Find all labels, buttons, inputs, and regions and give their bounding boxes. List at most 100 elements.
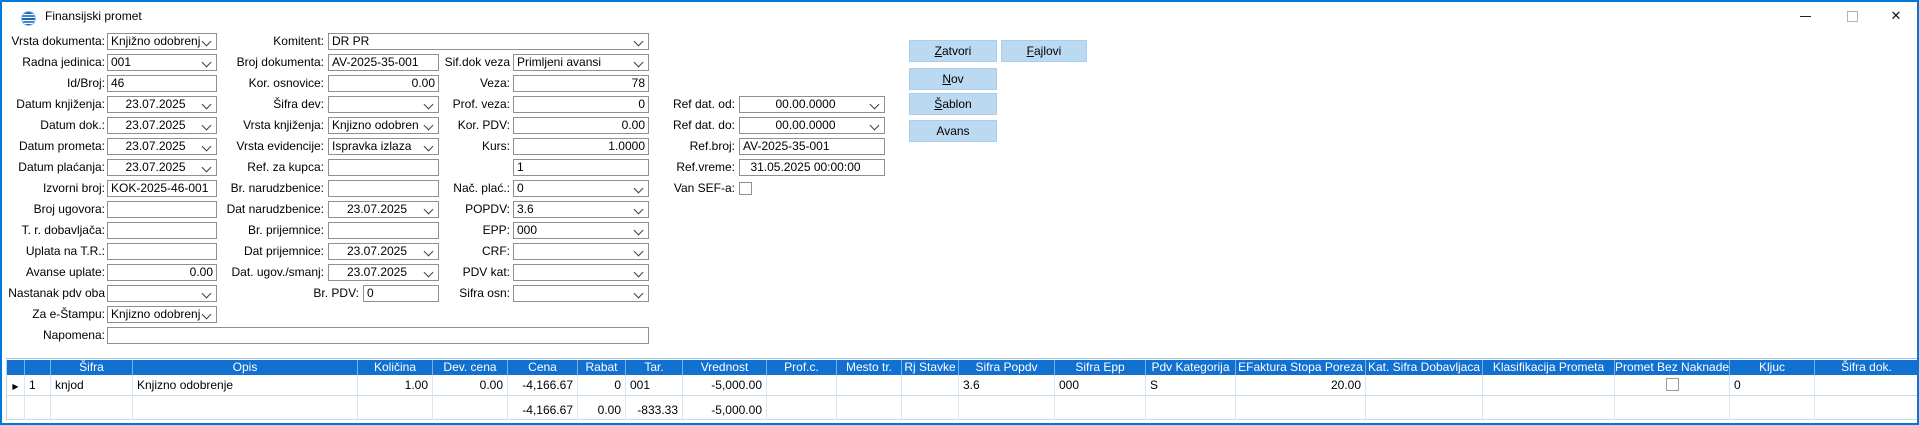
grid-cell-rj-stavke[interactable] [902, 375, 959, 396]
kor-pdv-input[interactable]: 0.00 [513, 117, 649, 134]
broj-dokumenta-input[interactable]: AV-2025-35-001 [328, 54, 439, 71]
app-globe-icon [21, 11, 36, 26]
id-broj-input[interactable]: 46 [107, 75, 217, 92]
br-pdv-input[interactable]: 0 [363, 285, 439, 302]
datum-placanja-dropdown[interactable]: 23.07.2025 [107, 159, 217, 176]
prof-veza-input[interactable]: 0 [513, 96, 649, 113]
za-e-stampu-dropdown[interactable]: Knjizno odobrenj [107, 306, 217, 323]
minimize-button[interactable] [1788, 2, 1822, 30]
grid-cell-rabat[interactable]: 0 [578, 375, 626, 396]
veza-label: Veza: [479, 76, 510, 90]
fajlovi-button[interactable]: Fajlovi [1001, 40, 1087, 62]
col-header-cena[interactable]: Cena [508, 360, 578, 375]
kor-osnovice-input[interactable]: 0.00 [328, 75, 439, 92]
nov-button[interactable]: Nov [909, 68, 997, 90]
col-header-prof-c[interactable]: Prof.c. [767, 360, 837, 375]
br-narudzbenice-input[interactable] [328, 180, 439, 197]
col-header-rownum[interactable] [25, 360, 51, 375]
datum-prometa-dropdown[interactable]: 23.07.2025 [107, 138, 217, 155]
col-header-sifra-popdv[interactable]: Sifra Popdv [959, 360, 1055, 375]
col-header-vrednost[interactable]: Vrednost [683, 360, 767, 375]
grid-cell-prof-c[interactable] [767, 375, 837, 396]
datum-dok-dropdown[interactable]: 23.07.2025 [107, 117, 217, 134]
grid-cell-kat-sifra-dobavljaca[interactable] [1366, 375, 1483, 396]
grid-cell-sifra-dok[interactable] [1815, 375, 1917, 396]
sablon-button[interactable]: Šablon [909, 93, 997, 115]
col-header-sifra[interactable]: Šifra [51, 360, 133, 375]
uplata-na-t-r-input[interactable] [107, 243, 217, 260]
grid-cell-sifra-epp[interactable]: 000 [1055, 375, 1146, 396]
sifra-dev-dropdown[interactable] [328, 96, 439, 113]
komitent-dropdown[interactable]: DR PR [328, 33, 649, 50]
ref-broj-input[interactable]: AV-2025-35-001 [739, 138, 885, 155]
vrsta-evidencije-dropdown[interactable]: Ispravka izlaza [328, 138, 439, 155]
grid-cell-cena[interactable]: -4,166.67 [508, 375, 578, 396]
popdv-dropdown[interactable]: 3.6 [513, 201, 649, 218]
col-header-pdv-kategorija[interactable]: Pdv Kategorija [1146, 360, 1236, 375]
ref-dat-do-dropdown[interactable]: 00.00.0000 [739, 117, 885, 134]
dat-prijemnice-dropdown[interactable]: 23.07.2025 [328, 243, 439, 260]
izvorni-broj-input[interactable]: KOK-2025-46-001 [107, 180, 217, 197]
col-header-klasifikacija-prometa[interactable]: Klasifikacija Prometa [1483, 360, 1615, 375]
avanse-uplate-input[interactable]: 0.00 [107, 264, 217, 281]
col-header-kolicina[interactable]: Količina [358, 360, 433, 375]
radna-jedinica-dropdown[interactable]: 001 [107, 54, 217, 71]
grid-cell-rownum[interactable]: 1 [25, 375, 51, 396]
grid-cell-tar[interactable]: 001 [626, 375, 683, 396]
col-header-dev-cena[interactable]: Dev. cena [433, 360, 508, 375]
nastanak-pdv-oba-dropdown[interactable] [107, 285, 217, 302]
br-prijemnice-input[interactable] [328, 222, 439, 239]
datum-knjizenja-dropdown[interactable]: 23.07.2025 [107, 96, 217, 113]
col-header-kljuc[interactable]: Kljuc [1730, 360, 1815, 375]
dat-narudzbenice-dropdown[interactable]: 23.07.2025 [328, 201, 439, 218]
grid-cell-kljuc[interactable]: 0 [1730, 375, 1815, 396]
col-header-efaktura-stopa-poreza[interactable]: EFaktura Stopa Poreza [1236, 360, 1366, 375]
col-header-rabat[interactable]: Rabat [578, 360, 626, 375]
grid-cell-opis[interactable]: Knjizno odobrenje [133, 375, 358, 396]
epp-dropdown[interactable]: 000 [513, 222, 649, 239]
napomena-input[interactable] [107, 327, 649, 344]
popdv-label: POPDV: [465, 202, 510, 216]
col-header-sifra-epp[interactable]: Sifra Epp [1055, 360, 1146, 375]
unlabeled-input[interactable]: 1 [513, 159, 649, 176]
van-sef-a-checkbox[interactable] [739, 182, 752, 195]
promet-bez-naknade-checkbox[interactable] [1665, 377, 1679, 391]
zatvori-button[interactable]: Zatvori [909, 40, 997, 62]
grid-cell-sifra[interactable]: knjod [51, 375, 133, 396]
ref-vreme-input[interactable]: 31.05.2025 00:00:00 [739, 159, 885, 176]
crf-dropdown[interactable] [513, 243, 649, 260]
grid-cell-pdv-kategorija[interactable]: S [1146, 375, 1236, 396]
grid-cell-promet-bez-naknade[interactable] [1615, 375, 1730, 396]
grid-cell-klasifikacija-prometa[interactable] [1483, 375, 1615, 396]
grid-cell-sifra-popdv[interactable]: 3.6 [959, 375, 1055, 396]
col-header-rj-stavke[interactable]: Rj Stavke [902, 360, 959, 375]
col-header-tar[interactable]: Tar. [626, 360, 683, 375]
ref-dat-od-dropdown[interactable]: 00.00.0000 [739, 96, 885, 113]
broj-ugovora-input[interactable] [107, 201, 217, 218]
grid-cell-efaktura-stopa-poreza[interactable]: 20.00 [1236, 375, 1366, 396]
grid-cell-dev-cena[interactable]: 0.00 [433, 375, 508, 396]
col-header-promet-bez-naknade[interactable]: Promet Bez Naknade [1615, 360, 1730, 375]
t-r-dobavljaca-input[interactable] [107, 222, 217, 239]
pdv-kat-dropdown[interactable] [513, 264, 649, 281]
vrsta-dokumenta-dropdown[interactable]: Knjižno odobrenj [107, 33, 217, 50]
vrsta-knjizenja-dropdown[interactable]: Knjizno odobren [328, 117, 439, 134]
ref-za-kupca-label: Ref. za kupca: [247, 160, 324, 174]
nac-plac-dropdown[interactable]: 0 [513, 180, 649, 197]
ref-za-kupca-input[interactable] [328, 159, 439, 176]
avans-button[interactable]: Avans [909, 120, 997, 142]
dat-ugov-smanj-dropdown[interactable]: 23.07.2025 [328, 264, 439, 281]
grid-cell-kolicina[interactable]: 1.00 [358, 375, 433, 396]
col-header-kat-sifra-dobavljaca[interactable]: Kat. Sifra Dobavljaca [1366, 360, 1483, 375]
grid-cell-vrednost[interactable]: -5,000.00 [683, 375, 767, 396]
col-header-marker[interactable] [7, 360, 25, 375]
sif-dok-veza-dropdown[interactable]: Primljeni avansi [513, 54, 649, 71]
veza-input[interactable]: 78 [513, 75, 649, 92]
sifra-osn-dropdown[interactable] [513, 285, 649, 302]
close-button[interactable]: ✕ [1879, 2, 1913, 30]
col-header-mesto-tr[interactable]: Mesto tr. [837, 360, 902, 375]
kurs-input[interactable]: 1.0000 [513, 138, 649, 155]
grid-cell-mesto-tr[interactable] [837, 375, 902, 396]
col-header-opis[interactable]: Opis [133, 360, 358, 375]
col-header-sifra-dok[interactable]: Šifra dok. [1815, 360, 1917, 375]
